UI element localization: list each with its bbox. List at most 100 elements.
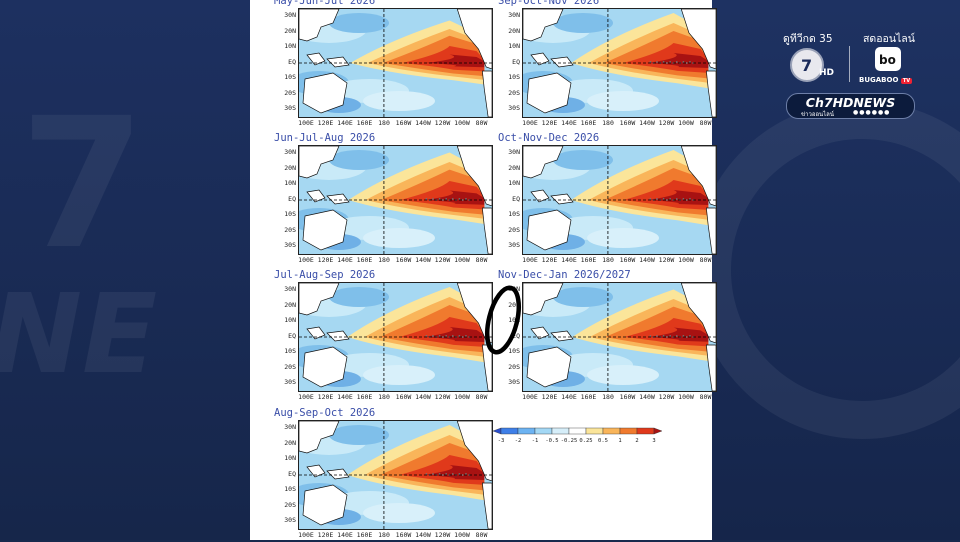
landmass <box>299 9 340 42</box>
sst-map <box>298 8 493 118</box>
lat-label: 30S <box>284 516 296 524</box>
lon-label: 140E <box>561 119 577 127</box>
lon-label: 120E <box>541 256 558 264</box>
legend-tick-label: 1 <box>618 438 621 444</box>
sst-warm-tongue <box>422 465 485 480</box>
lat-label: 10S <box>508 73 520 81</box>
landmass <box>302 209 348 251</box>
lon-label: 140W <box>415 119 431 127</box>
lon-label: 140E <box>337 256 353 264</box>
svg-text:bo: bo <box>879 53 896 67</box>
lon-label: 100E <box>298 119 314 127</box>
stipple-dot <box>662 61 665 63</box>
legend-swatch <box>619 427 638 435</box>
lat-label: 10S <box>284 73 296 81</box>
lat-label: 20N <box>508 163 520 172</box>
stipple-dot <box>458 198 461 200</box>
lon-label: 180 <box>378 256 390 264</box>
sst-blue-patch <box>329 150 389 170</box>
lon-label: 80W <box>699 393 712 401</box>
lon-label: 100W <box>678 119 694 127</box>
lat-label: 30S <box>284 104 296 112</box>
landmass <box>550 193 574 205</box>
lon-label: 160E <box>580 393 597 401</box>
sst-blue-patch <box>363 503 435 523</box>
landmass <box>481 482 492 529</box>
lon-label: 100W <box>454 256 470 264</box>
lon-label: 120W <box>434 119 451 127</box>
landmass <box>526 346 572 388</box>
stipple-dot <box>451 473 454 475</box>
lat-label: 20N <box>508 300 520 309</box>
sst-warm-tongue <box>422 327 485 342</box>
lat-label: 10S <box>284 485 296 493</box>
landmass <box>526 72 572 114</box>
stipple-dot <box>465 198 467 200</box>
forecast-sheet: May-Jun-Jul 2026 30N 20N 10N EQ 10S 20S 30S 100E… <box>250 0 717 542</box>
bugaboo-label: BUGABOO TV <box>859 76 913 84</box>
lat-label: 10N <box>508 316 520 324</box>
sst-blue-patch <box>587 91 659 111</box>
sst-blue-patch <box>553 150 613 170</box>
stipple-dot <box>669 335 672 337</box>
lat-label: EQ <box>512 57 520 66</box>
divider <box>849 46 850 82</box>
panel-title: Jul-Aug-Sep 2026 <box>274 269 376 281</box>
lon-label: 120W <box>658 119 675 127</box>
lon-label: 80W <box>475 256 488 264</box>
landmass <box>526 209 572 251</box>
landmass <box>680 146 716 207</box>
landmass <box>550 330 574 342</box>
lon-label: 140W <box>639 256 655 264</box>
legend-tick-label: -0.25 <box>561 438 578 444</box>
lon-label: 160W <box>395 393 412 401</box>
stipple-dot <box>662 198 665 200</box>
landmass <box>326 193 350 205</box>
lat-label: 10S <box>284 210 296 218</box>
stipple-dot <box>445 473 448 475</box>
landmass <box>326 468 350 480</box>
lon-label: 180 <box>378 119 390 127</box>
lon-label: 120E <box>317 393 334 401</box>
sst-blue-patch <box>587 228 659 248</box>
lat-label: 10S <box>284 347 296 355</box>
stipple-dot <box>685 62 688 64</box>
lon-label: 140E <box>337 531 353 539</box>
landmass <box>456 9 492 70</box>
lat-label: EQ <box>288 331 296 340</box>
stipple-dot <box>461 474 464 476</box>
landmass <box>523 283 564 316</box>
stipple-dot <box>465 473 467 475</box>
lon-label: 180 <box>602 393 614 401</box>
legend-tick-label: 3 <box>652 438 655 444</box>
legend-swatch <box>517 427 536 435</box>
lon-label: 160E <box>580 119 597 127</box>
sst-map <box>522 8 717 118</box>
panel-title: May-Jun-Jul 2026 <box>274 0 376 7</box>
lat-label: EQ <box>512 331 520 340</box>
landmass <box>481 70 492 117</box>
panel-title: Nov-Dec-Jan 2026/2027 <box>498 269 631 281</box>
lon-label: 80W <box>699 119 712 127</box>
lat-label: 30N <box>284 285 296 293</box>
watermark-news-left: NE <box>0 270 158 398</box>
landmass <box>326 330 350 342</box>
stipple-dot <box>461 199 464 201</box>
landmass <box>680 9 716 70</box>
lon-label: 140W <box>639 393 655 401</box>
color-legend: -3 -2 -1 -0.5 -0.25 0.25 0.5 1 2 3 <box>493 427 663 444</box>
lat-label: 10N <box>284 179 296 187</box>
lon-label: 80W <box>475 119 488 127</box>
stipple-dot <box>665 199 668 201</box>
lat-label: 20S <box>284 362 296 371</box>
lon-label: 100E <box>522 393 538 401</box>
lon-label: 180 <box>378 393 390 401</box>
ch7-circle-logo: 7 <box>790 48 824 82</box>
forecast-panel-aso: Aug-Sep-Oct 2026 30N 20N 10N EQ 10S 20S 30S 100E… <box>274 407 494 542</box>
stipple-dot <box>458 335 461 337</box>
landmass <box>306 464 326 478</box>
stipple-dot <box>451 335 454 337</box>
stipple-dot <box>656 198 658 200</box>
lat-label: 30S <box>508 104 520 112</box>
watermark-logo-left: 7 <box>20 80 146 289</box>
